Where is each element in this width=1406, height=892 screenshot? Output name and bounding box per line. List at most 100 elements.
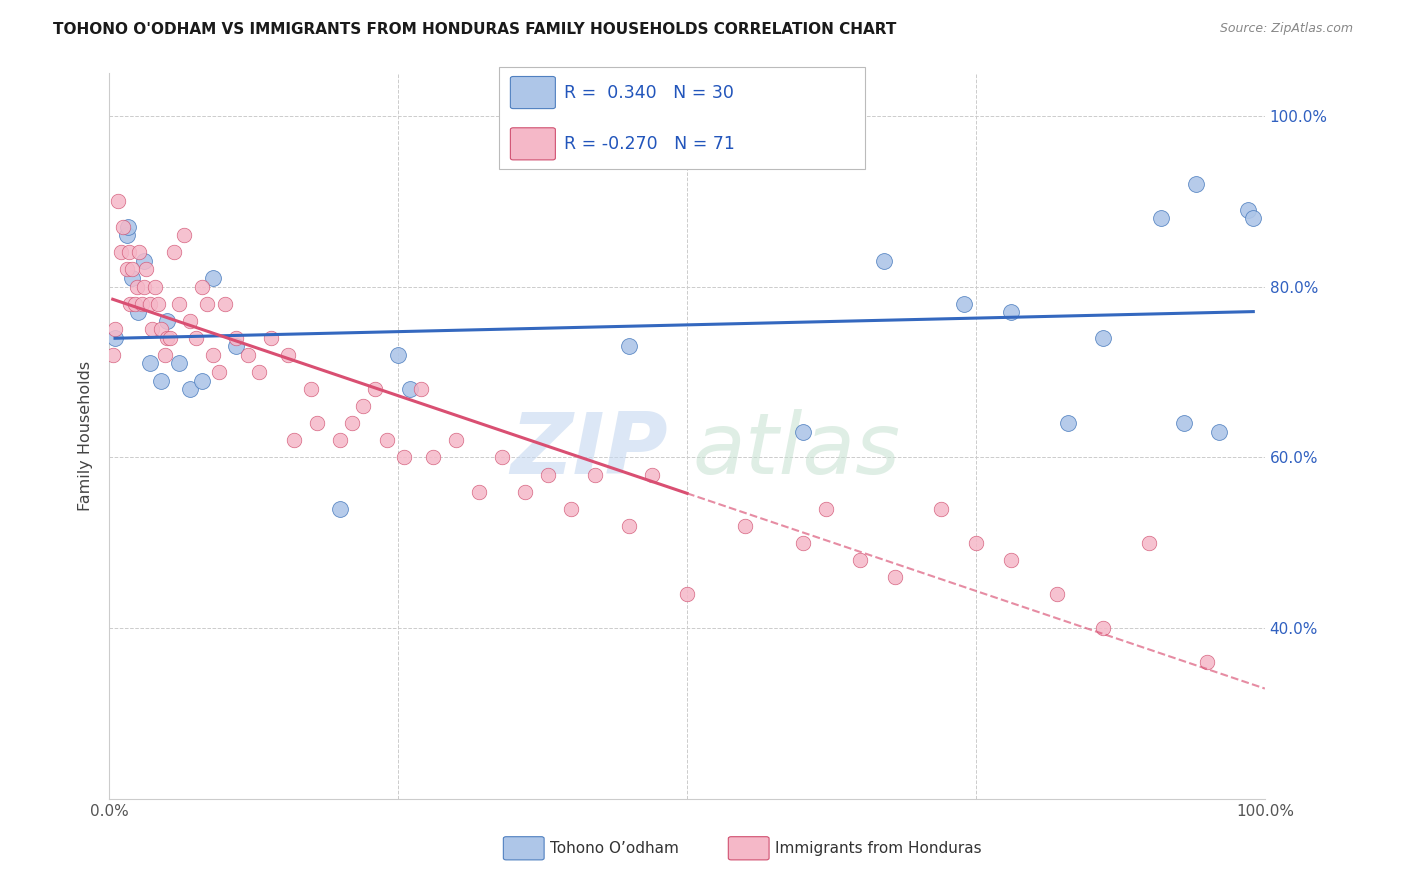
Point <box>150 374 173 388</box>
Point <box>1150 211 1173 226</box>
Point <box>112 219 135 234</box>
Point <box>214 296 236 310</box>
Point <box>190 374 212 388</box>
Point <box>583 467 606 482</box>
Point <box>202 348 225 362</box>
Text: atlas: atlas <box>693 409 901 492</box>
Point <box>179 314 201 328</box>
Point <box>965 536 987 550</box>
Point <box>468 484 491 499</box>
Point <box>792 536 814 550</box>
Point <box>929 501 952 516</box>
Point <box>117 219 139 234</box>
Point <box>641 467 664 482</box>
Point <box>225 339 247 353</box>
Point <box>225 331 247 345</box>
Point <box>135 262 157 277</box>
Point <box>329 501 352 516</box>
Point <box>163 245 186 260</box>
Point <box>1173 417 1195 431</box>
Point <box>277 348 299 362</box>
Point <box>197 296 219 310</box>
Point <box>156 314 179 328</box>
Point <box>814 501 837 516</box>
Point <box>953 296 976 310</box>
Text: Source: ZipAtlas.com: Source: ZipAtlas.com <box>1219 22 1353 36</box>
Point <box>167 296 190 310</box>
Point <box>1197 656 1219 670</box>
Point <box>115 228 138 243</box>
Point <box>118 296 141 310</box>
Text: R =  0.340   N = 30: R = 0.340 N = 30 <box>564 84 734 102</box>
Point <box>184 331 207 345</box>
Point <box>132 279 155 293</box>
Point <box>236 348 259 362</box>
Point <box>146 296 169 310</box>
Point <box>1092 331 1115 345</box>
Point <box>124 296 146 310</box>
Point <box>537 467 560 482</box>
Point <box>491 450 513 465</box>
Point <box>202 271 225 285</box>
Point <box>104 322 127 336</box>
Point <box>734 518 756 533</box>
Point <box>101 348 124 362</box>
Point <box>125 279 148 293</box>
Point <box>121 262 143 277</box>
Point <box>208 365 231 379</box>
Point <box>364 382 387 396</box>
Text: R = -0.270   N = 71: R = -0.270 N = 71 <box>564 135 735 153</box>
Point <box>884 570 907 584</box>
Point <box>849 553 872 567</box>
Point <box>104 331 127 345</box>
Point <box>260 331 283 345</box>
Point <box>515 484 537 499</box>
Point <box>138 296 160 310</box>
Point <box>121 271 143 285</box>
Point <box>387 348 409 362</box>
Point <box>353 399 375 413</box>
Point <box>375 434 398 448</box>
Point <box>340 417 363 431</box>
Point <box>792 425 814 439</box>
Point <box>329 434 352 448</box>
Point <box>1092 621 1115 635</box>
Point <box>132 254 155 268</box>
Point <box>167 356 190 370</box>
Point <box>1236 202 1258 217</box>
Point <box>107 194 129 208</box>
Point <box>411 382 433 396</box>
Point <box>872 254 894 268</box>
Point <box>1057 417 1080 431</box>
Point <box>392 450 415 465</box>
Point <box>153 348 176 362</box>
Point <box>150 322 173 336</box>
Point <box>1000 553 1022 567</box>
Text: TOHONO O'ODHAM VS IMMIGRANTS FROM HONDURAS FAMILY HOUSEHOLDS CORRELATION CHART: TOHONO O'ODHAM VS IMMIGRANTS FROM HONDUR… <box>53 22 897 37</box>
Point <box>110 245 132 260</box>
Point <box>1184 177 1206 191</box>
Point <box>619 518 641 533</box>
Y-axis label: Family Households: Family Households <box>79 361 93 511</box>
Point <box>141 322 163 336</box>
Point <box>1241 211 1264 226</box>
Point <box>398 382 420 396</box>
Point <box>115 262 138 277</box>
Point <box>145 279 167 293</box>
Point <box>173 228 195 243</box>
Text: Immigrants from Honduras: Immigrants from Honduras <box>775 841 981 855</box>
Point <box>444 434 467 448</box>
Point <box>159 331 181 345</box>
Point <box>179 382 201 396</box>
Point <box>118 245 141 260</box>
Point <box>301 382 323 396</box>
Point <box>190 279 212 293</box>
Point <box>676 587 699 601</box>
Text: Tohono O’odham: Tohono O’odham <box>550 841 679 855</box>
Point <box>1000 305 1022 319</box>
Point <box>131 296 153 310</box>
Point <box>283 434 305 448</box>
Point <box>127 305 149 319</box>
Point <box>138 356 160 370</box>
Point <box>156 331 179 345</box>
